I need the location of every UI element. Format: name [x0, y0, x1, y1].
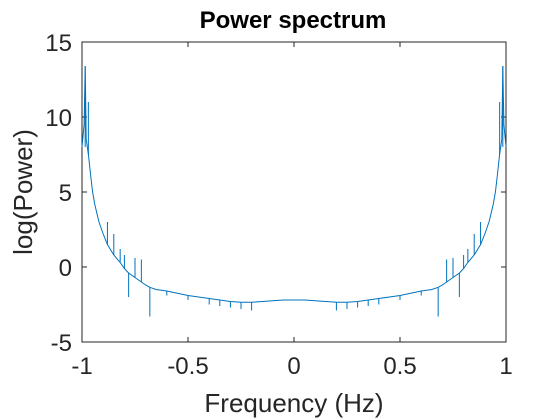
x-tick-label: 0.5: [383, 353, 416, 380]
y-tick-label: 0: [59, 255, 72, 282]
y-axis-label: log(Power): [8, 129, 38, 255]
series-layer: [81, 65, 507, 317]
y-tick-label: -5: [51, 330, 72, 357]
y-tick-labels: -5 0 5 10 15: [45, 30, 72, 357]
x-tick-label: 0: [287, 353, 300, 380]
y-tick-label: 5: [59, 180, 72, 207]
axes-box: [81, 41, 507, 343]
y-tick-label: 10: [45, 105, 72, 132]
y-tick-label: 15: [45, 30, 72, 57]
plot-area: [81, 41, 507, 343]
x-tick-label: -1: [71, 353, 92, 380]
x-tick-label: 1: [499, 353, 512, 380]
x-axis-label: Frequency (Hz): [204, 388, 383, 418]
x-tick-labels: -1 -0.5 0 0.5 1: [71, 353, 512, 380]
chart-title: Power spectrum: [200, 7, 387, 34]
x-tick-label: -0.5: [167, 353, 208, 380]
